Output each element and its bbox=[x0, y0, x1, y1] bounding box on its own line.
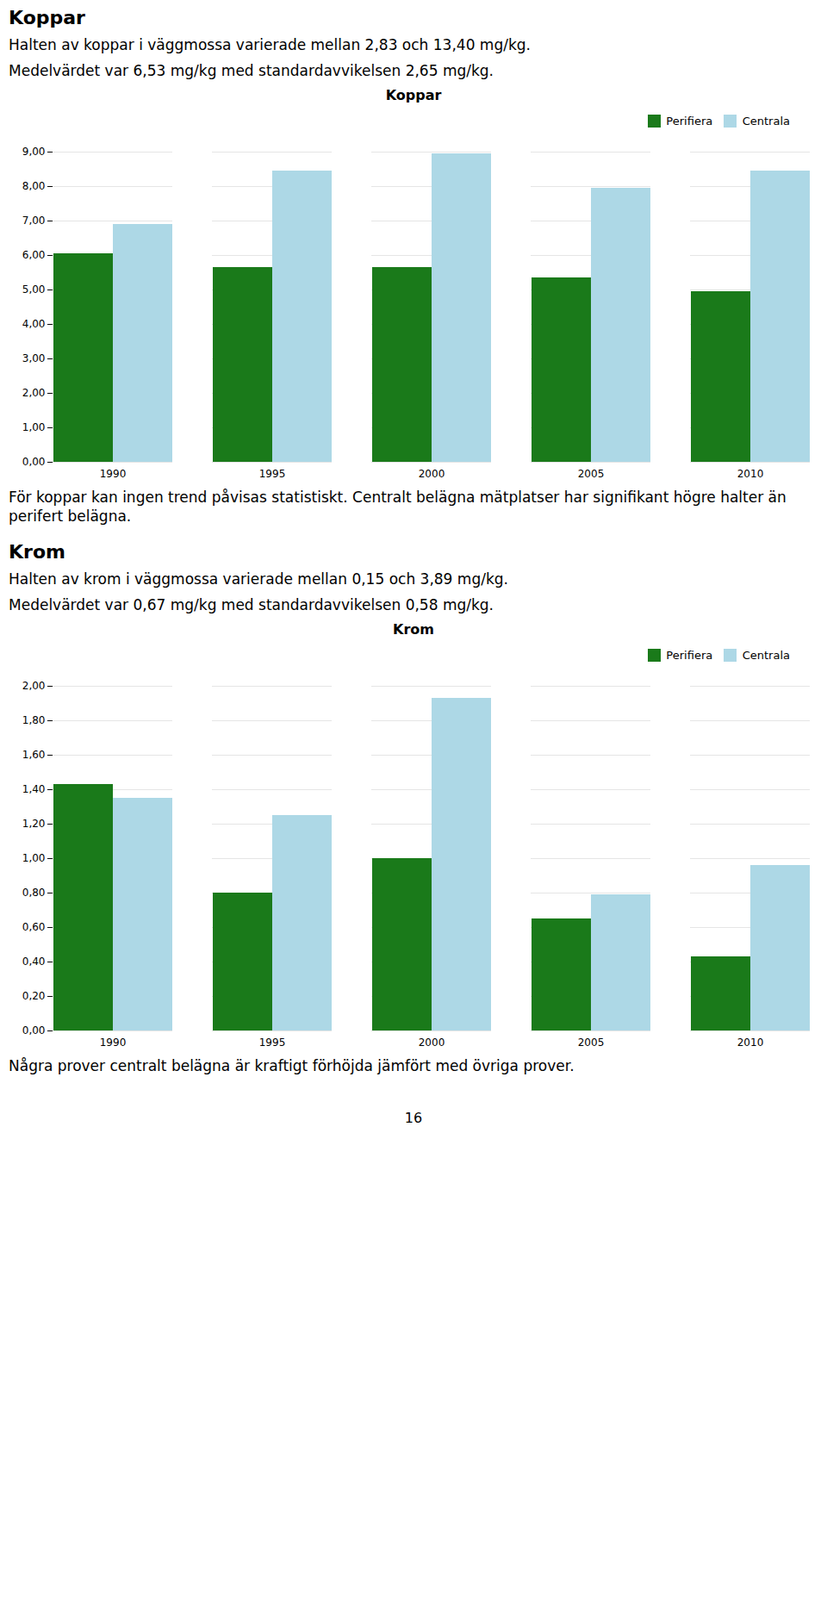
html-text:För koppar kan ingen trend påv: För koppar kan ingen trend påvisas stati… bbox=[8, 488, 787, 525]
svg-text:1995: 1995 bbox=[259, 467, 287, 480]
svg-text:8,00: 8,00 bbox=[22, 180, 46, 193]
html-text:Perifiera: Perifiera bbox=[666, 648, 713, 662]
html-text:Centrala: Centrala bbox=[742, 114, 790, 128]
svg-text:1,00: 1,00 bbox=[22, 421, 46, 434]
svg-text:9,00: 9,00 bbox=[22, 145, 46, 158]
svg-text:6,00: 6,00 bbox=[22, 248, 46, 262]
html-text:Krom: Krom bbox=[8, 540, 66, 563]
svg-text:0,80: 0,80 bbox=[22, 886, 46, 899]
html-text:Perifiera: Perifiera bbox=[666, 114, 713, 128]
svg-text:0,00: 0,00 bbox=[22, 455, 46, 468]
svg-text:0,00: 0,00 bbox=[22, 1024, 46, 1037]
svg-text:1990: 1990 bbox=[99, 467, 127, 480]
html-text:Krom: Krom bbox=[392, 621, 435, 638]
svg-text:2005: 2005 bbox=[578, 1036, 605, 1049]
svg-text:3,00: 3,00 bbox=[22, 352, 46, 365]
svg-text:1,20: 1,20 bbox=[22, 817, 46, 830]
svg-text:2,00: 2,00 bbox=[22, 679, 46, 692]
svg-text:0,40: 0,40 bbox=[22, 955, 46, 968]
html-text:Koppar: Koppar bbox=[385, 87, 442, 104]
html-text:Halten av koppar i väggmossa v: Halten av koppar i väggmossa varierade m… bbox=[8, 36, 531, 54]
svg-text:0,60: 0,60 bbox=[22, 920, 46, 933]
svg-text:2000: 2000 bbox=[418, 467, 446, 480]
svg-text:5,00: 5,00 bbox=[22, 283, 46, 296]
svg-text:7,00: 7,00 bbox=[22, 214, 46, 227]
svg-text:2010: 2010 bbox=[737, 467, 765, 480]
svg-text:1,00: 1,00 bbox=[22, 851, 46, 865]
svg-text:1990: 1990 bbox=[99, 1036, 127, 1049]
svg-text:1995: 1995 bbox=[259, 1036, 287, 1049]
svg-text:2005: 2005 bbox=[578, 467, 605, 480]
html-text:Koppar: Koppar bbox=[8, 6, 86, 29]
html-text:Några prover centralt belägna: Några prover centralt belägna är kraftig… bbox=[8, 1056, 575, 1074]
svg-text:2000: 2000 bbox=[418, 1036, 446, 1049]
svg-text:1,80: 1,80 bbox=[22, 714, 46, 727]
html-text:16: 16 bbox=[404, 1109, 423, 1126]
svg-text:1,40: 1,40 bbox=[22, 783, 46, 796]
svg-text:2,00: 2,00 bbox=[22, 386, 46, 399]
svg-text:2010: 2010 bbox=[737, 1036, 765, 1049]
svg-text:1,60: 1,60 bbox=[22, 748, 46, 761]
html-text:Centrala: Centrala bbox=[742, 648, 790, 662]
html-text:Medelvärdet var 0,67 mg/kg med: Medelvärdet var 0,67 mg/kg med standarda… bbox=[8, 596, 494, 614]
svg-text:4,00: 4,00 bbox=[22, 317, 46, 330]
svg-text:0,20: 0,20 bbox=[22, 989, 46, 1002]
html-text:Medelvärdet var 6,53 mg/kg med: Medelvärdet var 6,53 mg/kg med standarda… bbox=[8, 62, 494, 80]
html-text:Halten av krom i väggmossa var: Halten av krom i väggmossa varierade mel… bbox=[8, 570, 509, 588]
